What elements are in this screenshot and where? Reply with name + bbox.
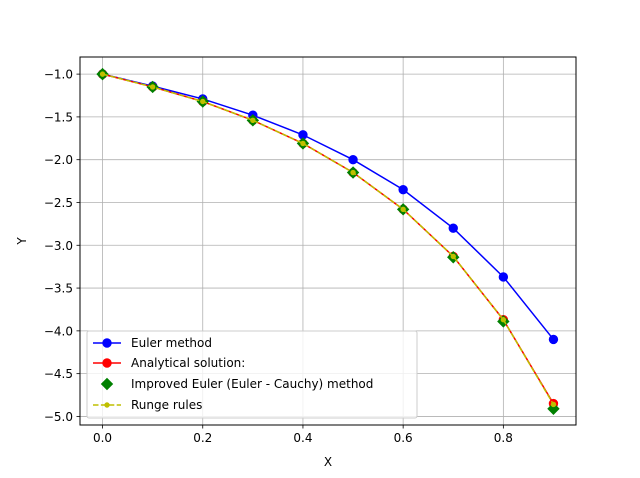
data-point-runge bbox=[200, 98, 206, 105]
data-point-euler bbox=[548, 334, 559, 345]
y-tick-label: −2.0 bbox=[44, 153, 73, 167]
x-tick-label: 0.6 bbox=[394, 431, 413, 445]
y-tick-label: −2.5 bbox=[44, 196, 73, 210]
legend-label-runge: Runge rules bbox=[131, 398, 202, 412]
data-point-runge bbox=[350, 169, 356, 176]
series-runge bbox=[99, 71, 557, 408]
data-point-euler bbox=[348, 154, 358, 165]
legend-marker-analytical bbox=[102, 358, 112, 368]
y-tick-label: −3.5 bbox=[44, 282, 73, 296]
y-tick-label: −1.0 bbox=[44, 68, 73, 82]
y-tick-label: −4.5 bbox=[44, 367, 73, 381]
x-tick-label: 0.0 bbox=[93, 431, 112, 445]
x-tick-label: 0.8 bbox=[494, 431, 513, 445]
series-layer bbox=[96, 67, 560, 415]
data-point-improved-euler bbox=[547, 402, 560, 415]
legend-marker-euler bbox=[102, 338, 112, 348]
plot-frame bbox=[79, 56, 577, 426]
legend-label-analytical: Analytical solution: bbox=[131, 356, 245, 370]
data-point-runge bbox=[250, 117, 256, 124]
ticks: 0.0 0.2 0.4 0.6 0.8 −1.0 −1.5 −2.0 −2.5 −3.0 −3.5 −… bbox=[44, 68, 513, 445]
y-tick-label: −5.0 bbox=[44, 410, 73, 424]
legend-label-euler: Euler method bbox=[131, 336, 212, 350]
data-point-euler bbox=[398, 184, 408, 195]
x-axis-label: X bbox=[324, 455, 332, 469]
x-tick-label: 0.2 bbox=[193, 431, 212, 445]
legend-marks bbox=[93, 338, 121, 408]
data-point-runge bbox=[400, 206, 406, 213]
data-point-runge bbox=[300, 140, 306, 147]
data-point-runge bbox=[550, 401, 557, 408]
y-axis-label: Y bbox=[15, 237, 29, 246]
legend-box bbox=[86, 330, 418, 419]
legend-marker-runge bbox=[104, 402, 110, 408]
data-point-runge bbox=[149, 84, 156, 90]
data-point-runge bbox=[450, 253, 456, 260]
y-tick-label: −1.5 bbox=[44, 110, 73, 124]
data-point-runge bbox=[99, 71, 106, 77]
data-point-euler bbox=[498, 272, 509, 282]
legend: Euler method Analytical solution: Improv… bbox=[86, 330, 418, 419]
data-point-runge bbox=[500, 317, 507, 323]
y-tick-label: −4.0 bbox=[44, 324, 73, 338]
x-tick-label: 0.4 bbox=[293, 431, 312, 445]
data-point-euler bbox=[448, 223, 458, 233]
series-line-runge bbox=[102, 73, 555, 405]
legend-marker-improved-euler bbox=[100, 377, 114, 391]
series-line-euler bbox=[102, 73, 555, 340]
y-tick-label: −3.0 bbox=[44, 239, 73, 253]
legend-label-improved-euler: Improved Euler (Euler - Cauchy) method bbox=[131, 377, 373, 391]
